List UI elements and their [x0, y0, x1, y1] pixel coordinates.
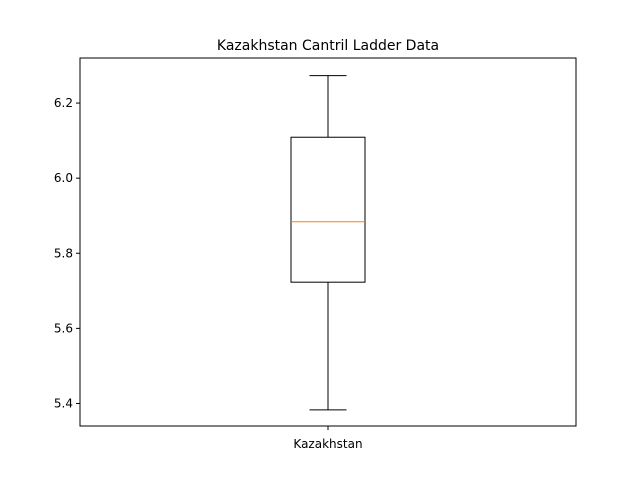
- axes-frame: [79, 57, 577, 427]
- y-tick-label: 6.0: [54, 171, 73, 185]
- y-tick-label: 5.6: [54, 321, 73, 335]
- interquartile-box: [290, 136, 366, 283]
- y-tick-label: 6.2: [54, 96, 73, 110]
- x-tick-label: Kazakhstan: [293, 437, 362, 451]
- chart-title: Kazakhstan Cantril Ladder Data: [217, 38, 439, 54]
- plot-area: 5.4 5.6 5.8 6.0 6.2 Kazakhstan: [54, 75, 366, 451]
- y-tick-label: 5.4: [54, 396, 73, 410]
- y-tick-label: 5.8: [54, 246, 73, 260]
